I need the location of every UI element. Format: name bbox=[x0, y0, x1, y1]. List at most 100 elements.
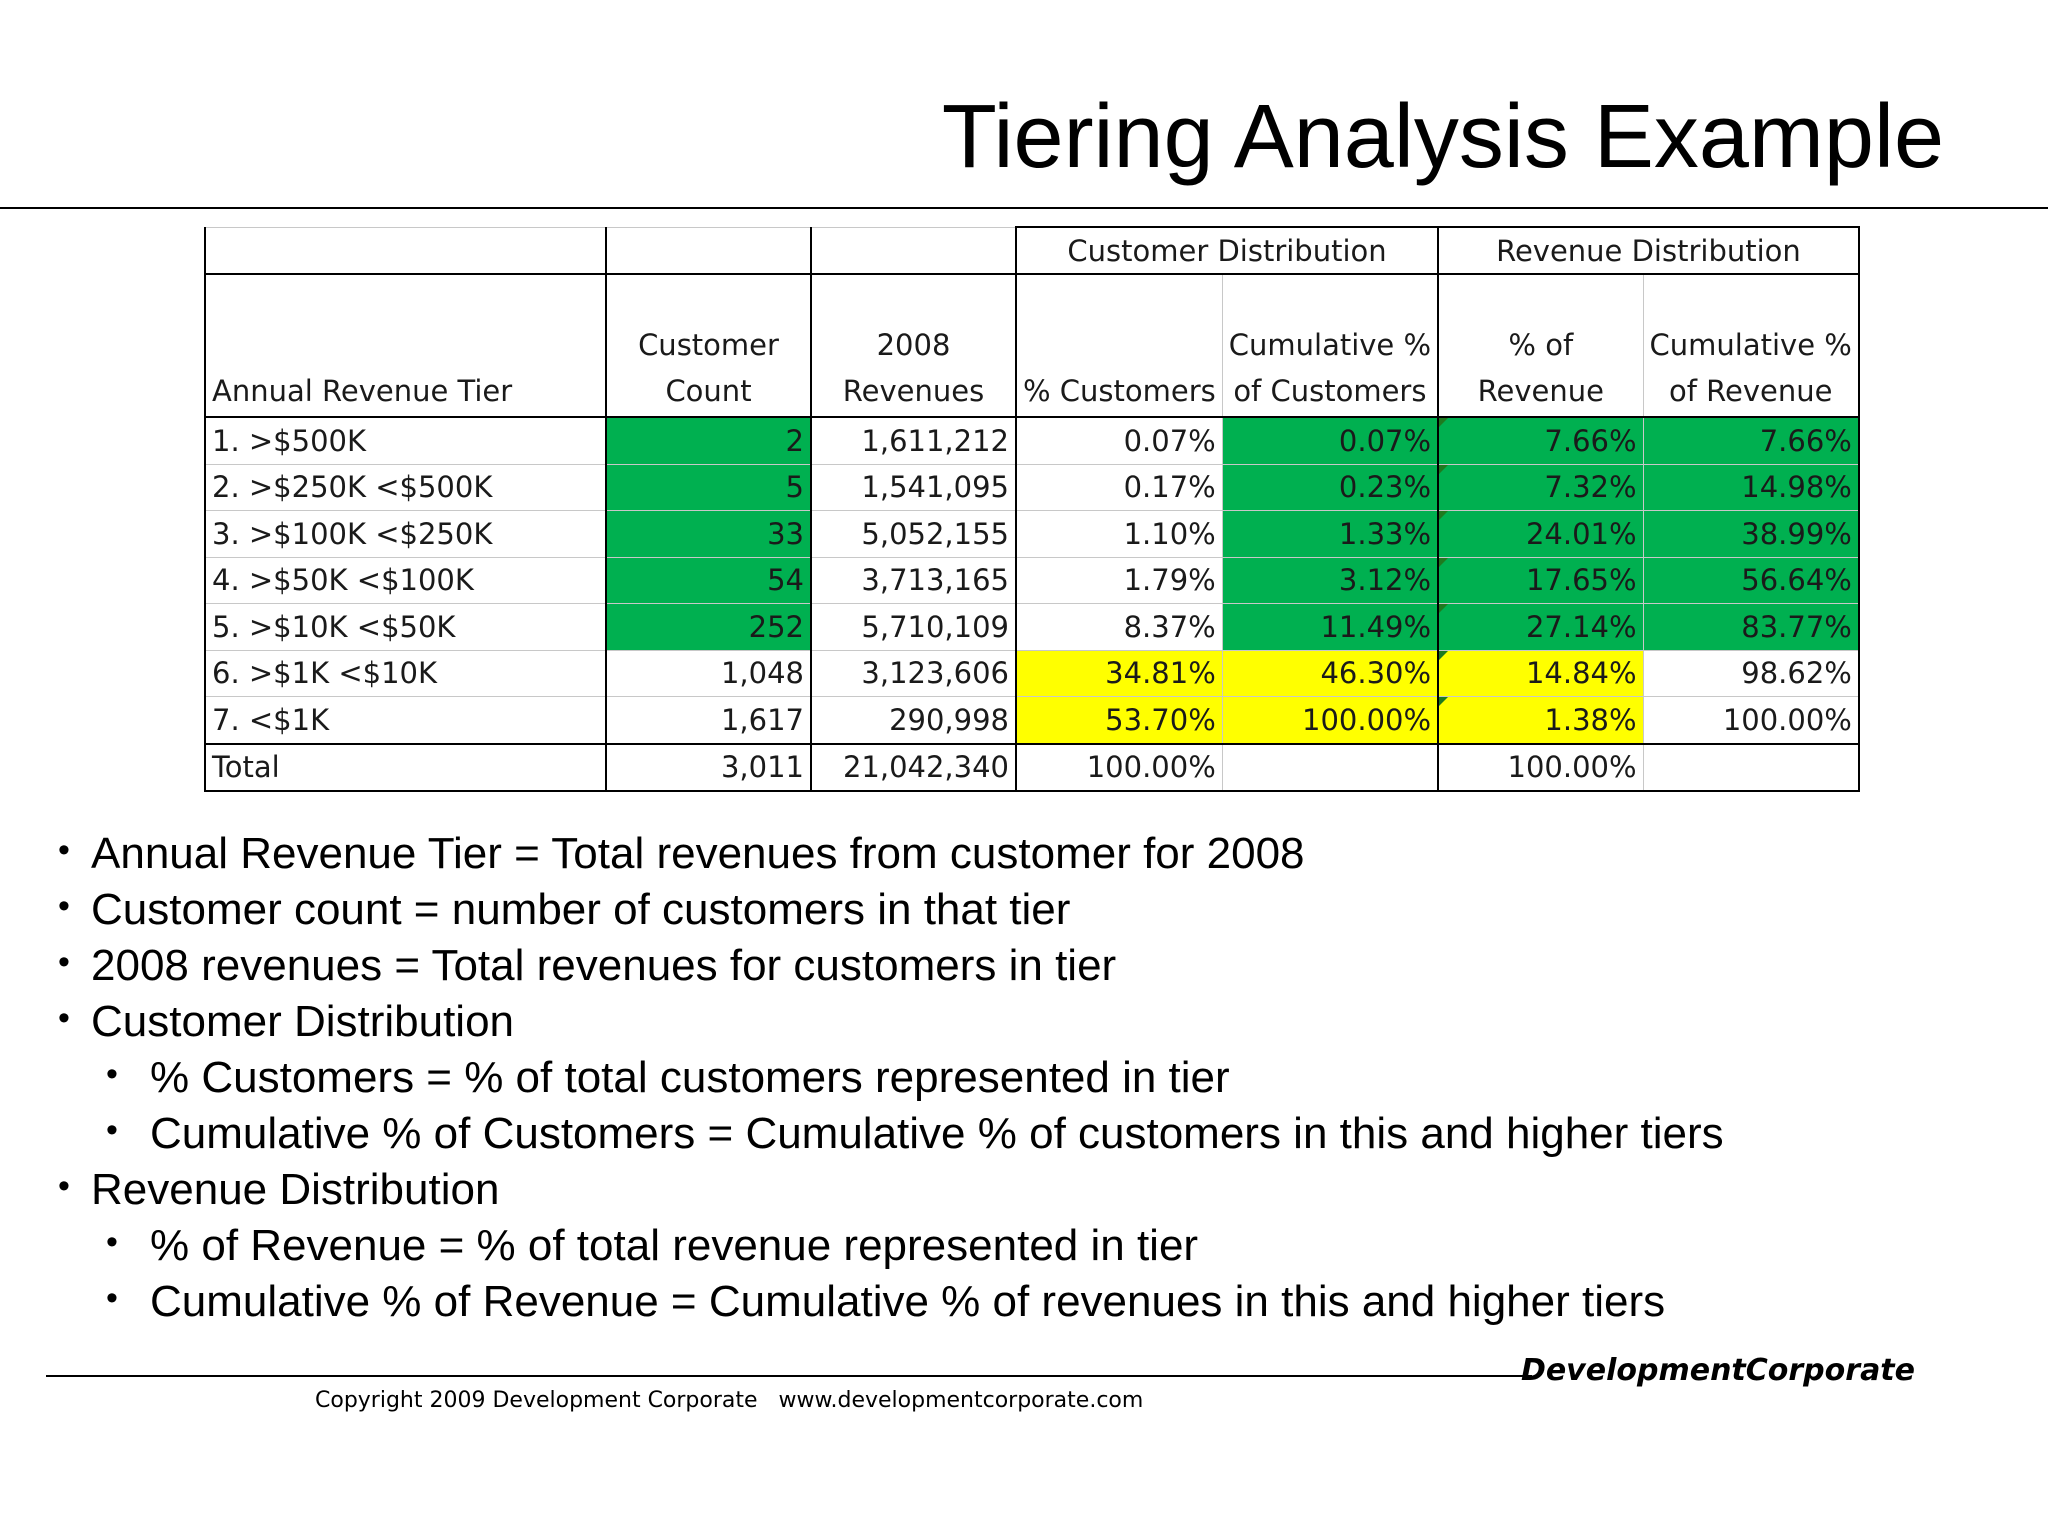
cell-revenues: 1,541,095 bbox=[810, 463, 1017, 511]
cell-revenues: 5,710,109 bbox=[810, 603, 1017, 651]
cell-revenues: 1,611,212 bbox=[810, 416, 1017, 465]
blank-header-cell bbox=[810, 226, 1017, 275]
cell-cum-pct-revenue: 38.99% bbox=[1642, 510, 1860, 558]
cell-pct-revenue: 7.32% bbox=[1437, 463, 1644, 511]
group-header-row: Customer Distribution Revenue Distributi… bbox=[204, 226, 1860, 275]
cell-cum-pct-customers: 100.00% bbox=[1221, 696, 1439, 744]
definition-item: Revenue Distribution bbox=[58, 1158, 1998, 1218]
column-header-cum-pct-customers: Cumulative % of Customers bbox=[1221, 273, 1439, 418]
cell-cum-pct-revenue: 100.00% bbox=[1642, 696, 1860, 744]
cell-customer-count: 33 bbox=[605, 510, 812, 558]
cell-cum-pct-customers: 46.30% bbox=[1221, 649, 1439, 697]
cell-tier: 4. >$50K <$100K bbox=[204, 556, 607, 604]
cell-revenues: 3,123,606 bbox=[810, 649, 1017, 697]
cell-customer-count: 1,617 bbox=[605, 696, 812, 744]
definition-item: % of Revenue = % of total revenue repres… bbox=[58, 1214, 1998, 1274]
cell-tier: 1. >$500K bbox=[204, 416, 607, 465]
cell-cum-pct-customers: 0.07% bbox=[1221, 416, 1439, 465]
cell-tier: 7. <$1K bbox=[204, 696, 607, 744]
cell-pct-customers: 1.10% bbox=[1014, 510, 1223, 558]
cell-tier: 5. >$10K <$50K bbox=[204, 603, 607, 651]
slide-title: Tiering Analysis Example bbox=[941, 87, 1944, 187]
total-row: Total 3,011 21,042,340 100.00% 100.00% bbox=[204, 742, 1860, 792]
column-header-tier: Annual Revenue Tier bbox=[204, 273, 607, 418]
cell-pct-revenue: 17.65% bbox=[1437, 556, 1644, 604]
column-header-line: of Revenue bbox=[1668, 374, 1833, 408]
definition-item: Customer Distribution bbox=[58, 990, 1998, 1050]
column-header-revenues: 2008 Revenues bbox=[810, 273, 1017, 418]
column-header-customer-count: Customer Count bbox=[605, 273, 812, 418]
customer-distribution-header: Customer Distribution bbox=[1014, 226, 1440, 275]
table-row: 5. >$10K <$50K 252 5,710,109 8.37% 11.49% 27.… bbox=[204, 603, 1860, 651]
cell-pct-revenue: 27.14% bbox=[1437, 603, 1644, 651]
table-row: 2. >$250K <$500K 5 1,541,095 0.17% 0.23% 7.32… bbox=[204, 463, 1860, 511]
revenue-distribution-header: Revenue Distribution bbox=[1437, 226, 1860, 275]
column-header-line: Customer bbox=[638, 328, 779, 362]
cell-customer-count: 1,048 bbox=[605, 649, 812, 697]
column-header-line: Count bbox=[665, 374, 752, 408]
total-revenues: 21,042,340 bbox=[810, 742, 1017, 792]
column-header-row: Annual Revenue Tier Customer Count 2008 Reve… bbox=[204, 273, 1860, 418]
cell-revenues: 290,998 bbox=[810, 696, 1017, 744]
tiering-table: Customer Distribution Revenue Distributi… bbox=[204, 226, 1860, 792]
footer-url: www.developmentcorporate.com bbox=[778, 1388, 1144, 1413]
copyright-text: Copyright 2009 Development Corporate bbox=[315, 1388, 758, 1413]
cell-pct-customers: 1.79% bbox=[1014, 556, 1223, 604]
column-header-line: of Customers bbox=[1233, 374, 1427, 408]
cell-tier: 2. >$250K <$500K bbox=[204, 463, 607, 511]
table-row: 7. <$1K 1,617 290,998 53.70% 100.00% 1.38% 100… bbox=[204, 696, 1860, 744]
table-row: 3. >$100K <$250K 33 5,052,155 1.10% 1.33% 24.… bbox=[204, 510, 1860, 558]
cell-cum-pct-revenue: 56.64% bbox=[1642, 556, 1860, 604]
cell-customer-count: 2 bbox=[605, 416, 812, 465]
column-header-line: Annual Revenue Tier bbox=[212, 374, 513, 408]
cell-customer-count: 5 bbox=[605, 463, 812, 511]
cell-cum-pct-customers: 3.12% bbox=[1221, 556, 1439, 604]
cell-revenues: 3,713,165 bbox=[810, 556, 1017, 604]
column-header-line: Revenue bbox=[1477, 374, 1604, 408]
column-header-line: Revenues bbox=[842, 374, 985, 408]
total-cum-pct-customers bbox=[1221, 742, 1439, 792]
column-header-line: 2008 bbox=[876, 328, 951, 362]
blank-header-cell bbox=[204, 226, 607, 275]
cell-pct-customers: 53.70% bbox=[1014, 696, 1223, 744]
total-pct-revenue: 100.00% bbox=[1437, 742, 1644, 792]
footer-copyright: Copyright 2009 Development Corporate www… bbox=[315, 1388, 1143, 1413]
definitions-list: Annual Revenue Tier = Total revenues fro… bbox=[58, 822, 1998, 1330]
cell-customer-count: 54 bbox=[605, 556, 812, 604]
cell-cum-pct-customers: 1.33% bbox=[1221, 510, 1439, 558]
cell-cum-pct-revenue: 7.66% bbox=[1642, 416, 1860, 465]
table-row: 6. >$1K <$10K 1,048 3,123,606 34.81% 46.30% 1… bbox=[204, 649, 1860, 697]
title-divider bbox=[0, 207, 2048, 209]
definition-item: Annual Revenue Tier = Total revenues fro… bbox=[58, 822, 1998, 882]
column-header-line: % Customers bbox=[1023, 374, 1216, 408]
total-customer-count: 3,011 bbox=[605, 742, 812, 792]
definition-item: Customer count = number of customers in … bbox=[58, 878, 1998, 938]
cell-cum-pct-revenue: 83.77% bbox=[1642, 603, 1860, 651]
table-row: 4. >$50K <$100K 54 3,713,165 1.79% 3.12% 17.6… bbox=[204, 556, 1860, 604]
column-header-pct-customers: % Customers bbox=[1014, 273, 1223, 418]
column-header-cum-pct-revenue: Cumulative % of Revenue bbox=[1642, 273, 1860, 418]
cell-pct-customers: 0.07% bbox=[1014, 416, 1223, 465]
cell-pct-revenue: 7.66% bbox=[1437, 416, 1644, 465]
cell-pct-customers: 34.81% bbox=[1014, 649, 1223, 697]
cell-cum-pct-revenue: 98.62% bbox=[1642, 649, 1860, 697]
column-header-line: % of bbox=[1508, 328, 1574, 362]
table-row: 1. >$500K 2 1,611,212 0.07% 0.07% 7.66% 7.66% bbox=[204, 416, 1860, 465]
cell-revenues: 5,052,155 bbox=[810, 510, 1017, 558]
footer-divider bbox=[46, 1375, 1532, 1377]
cell-pct-revenue: 14.84% bbox=[1437, 649, 1644, 697]
cell-cum-pct-customers: 11.49% bbox=[1221, 603, 1439, 651]
cell-cum-pct-customers: 0.23% bbox=[1221, 463, 1439, 511]
column-header-pct-revenue: % of Revenue bbox=[1437, 273, 1644, 418]
definition-item: Cumulative % of Revenue = Cumulative % o… bbox=[58, 1270, 1998, 1330]
cell-tier: 6. >$1K <$10K bbox=[204, 649, 607, 697]
definition-item: % Customers = % of total customers repre… bbox=[58, 1046, 1998, 1106]
cell-pct-customers: 0.17% bbox=[1014, 463, 1223, 511]
footer-brand: DevelopmentCorporate bbox=[1520, 1353, 1915, 1388]
blank-header-cell bbox=[605, 226, 812, 275]
cell-cum-pct-revenue: 14.98% bbox=[1642, 463, 1860, 511]
total-cum-pct-revenue bbox=[1642, 742, 1860, 792]
cell-pct-revenue: 24.01% bbox=[1437, 510, 1644, 558]
column-header-line: Cumulative % bbox=[1649, 328, 1852, 362]
definition-item: Cumulative % of Customers = Cumulative %… bbox=[58, 1102, 1998, 1162]
